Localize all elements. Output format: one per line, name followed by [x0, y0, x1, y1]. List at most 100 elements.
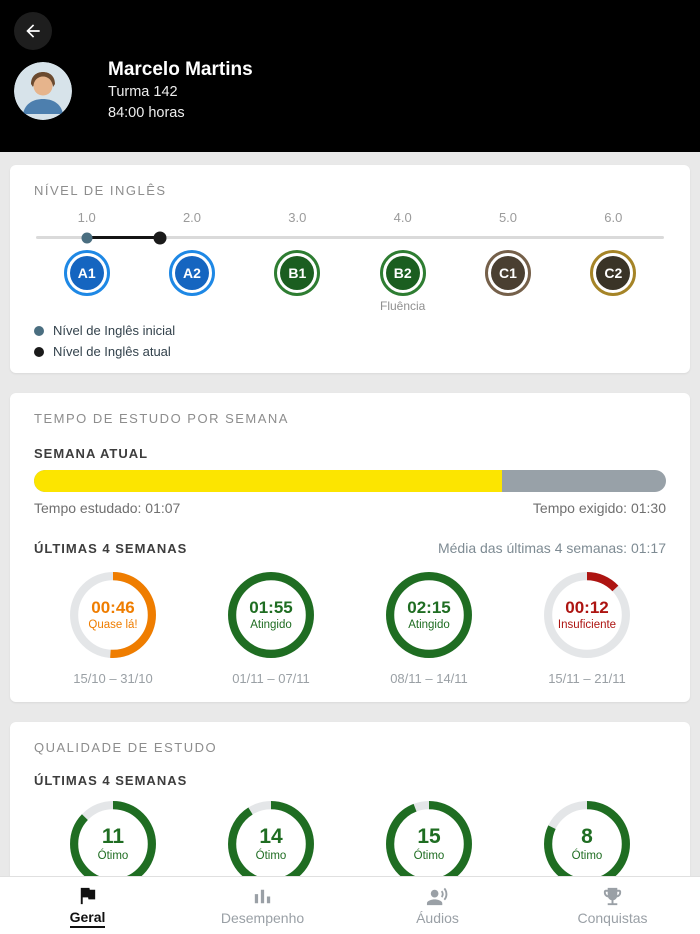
week-dates: 15/10 – 31/10 — [73, 671, 153, 686]
bar-chart-icon — [254, 889, 271, 904]
average-label: Média das últimas 4 semanas: 01:17 — [437, 540, 666, 556]
student-hours: 84:00 horas — [108, 105, 185, 121]
initial-level-dot — [81, 232, 93, 243]
level-badge-b2: B2 Fluência — [350, 250, 455, 313]
quality-status: Ótimo — [413, 850, 445, 862]
quality-value: 11 — [101, 825, 125, 848]
quality-ring: 14 Ótimo — [227, 800, 315, 888]
tab-audios[interactable]: Áudios — [350, 877, 525, 934]
legend-initial-dot — [34, 325, 44, 336]
progress-ring — [386, 572, 472, 658]
level-badge-b1: B1 — [245, 250, 350, 313]
week-time: 00:46 — [91, 598, 135, 617]
quality-status: Ótimo — [571, 850, 603, 862]
quality-value: 15 — [417, 825, 441, 848]
week-time: 00:12 — [565, 598, 609, 617]
student-name: Marcelo Martins — [108, 59, 253, 80]
tab-geral[interactable]: Geral — [0, 877, 175, 934]
voice-icon — [426, 887, 448, 906]
week-dates: 01/11 – 07/11 — [232, 671, 310, 686]
week-status: Atingido — [250, 619, 292, 631]
level-badges: A1 A2 B1 B2 — [34, 250, 666, 313]
weekly-time-rings: 00:46 Quase lá! 15/10 – 31/10 01:55 — [34, 571, 666, 686]
progress-ring — [70, 572, 156, 658]
quality-ring: 15 Ótimo — [385, 800, 473, 888]
current-level-dot — [153, 231, 167, 244]
history-header: ÚLTIMAS 4 SEMANAS Média das últimas 4 se… — [34, 540, 666, 557]
tick-label: 5.0 — [498, 210, 518, 225]
progress-ring — [544, 572, 630, 658]
quality-ring: 8 Ótimo — [543, 800, 631, 888]
week-summary-4: 00:12 Insuficiente 15/11 – 21/11 — [508, 571, 666, 686]
bottom-nav: Geral Desempenho Áudios Conquistas — [0, 876, 700, 934]
level-slider — [34, 230, 666, 244]
legend-current-dot — [34, 346, 44, 357]
quality-week-2: 14 Ótimo — [192, 800, 350, 888]
current-week-label: SEMANA ATUAL — [34, 446, 149, 461]
last-weeks-label: ÚLTIMAS 4 SEMANAS — [34, 773, 188, 788]
tick-label: 2.0 — [182, 210, 202, 225]
quality-week-3: 15 Ótimo — [350, 800, 508, 888]
quality-value: 14 — [259, 825, 283, 848]
quality-week-1: 11 Ótimo — [34, 800, 192, 888]
card-title: NÍVEL DE INGLÊS — [34, 183, 167, 198]
quality-value: 8 — [581, 825, 593, 848]
required-time-label: Tempo exigido: 01:30 — [532, 500, 666, 516]
quality-status: Ótimo — [97, 850, 129, 862]
avatar-photo — [14, 62, 72, 120]
avatar — [14, 62, 72, 120]
level-track-active — [86, 236, 161, 239]
tab-desempenho[interactable]: Desempenho — [175, 877, 350, 934]
level-badge-a1: A1 — [34, 250, 139, 313]
time-ring: 01:55 Atingido — [227, 571, 315, 659]
level-badge-a2: A2 — [139, 250, 244, 313]
weekly-quality-rings: 11 Ótimo 14 Ótimo — [34, 800, 666, 888]
back-button[interactable] — [14, 12, 52, 50]
week-summary-1: 00:46 Quase lá! 15/10 – 31/10 — [34, 571, 192, 686]
quality-status: Ótimo — [255, 850, 287, 862]
week-summary-2: 01:55 Atingido 01/11 – 07/11 — [192, 571, 350, 686]
tab-conquistas[interactable]: Conquistas — [525, 877, 700, 934]
last-weeks-label: ÚLTIMAS 4 SEMANAS — [34, 541, 188, 556]
studied-time-label: Tempo estudado: 01:07 — [34, 500, 181, 516]
back-arrow-icon — [26, 24, 40, 38]
time-ring: 02:15 Atingido — [385, 571, 473, 659]
profile-summary: Marcelo Martins Turma 142 84:00 horas — [14, 58, 686, 124]
legend-current: Nível de Inglês atual — [34, 344, 666, 359]
time-ring: 00:12 Insuficiente — [543, 571, 631, 659]
tick-label: 6.0 — [604, 210, 623, 225]
level-scale-ticks: 1.0 2.0 3.0 4.0 5.0 6.0 — [34, 210, 666, 225]
week-status: Atingido — [408, 619, 450, 631]
content: NÍVEL DE INGLÊS 1.0 2.0 3.0 4.0 5.0 6.0 … — [0, 152, 700, 902]
week-status: Quase lá! — [88, 619, 138, 631]
progress-labels: Tempo estudado: 01:07 Tempo exigido: 01:… — [34, 500, 666, 516]
level-track — [36, 236, 664, 239]
current-week-progress-fill — [34, 470, 502, 492]
legend-initial: Nível de Inglês inicial — [34, 323, 666, 338]
study-time-card: TEMPO DE ESTUDO POR SEMANA SEMANA ATUAL … — [10, 393, 690, 702]
profile-header: Marcelo Martins Turma 142 84:00 horas — [0, 0, 700, 152]
week-dates: 15/11 – 21/11 — [548, 671, 626, 686]
tick-label: 1.0 — [77, 210, 96, 225]
card-title: TEMPO DE ESTUDO POR SEMANA — [34, 411, 289, 426]
quality-week-4: 8 Ótimo — [508, 800, 666, 888]
current-week-progress — [34, 470, 666, 492]
english-level-card: NÍVEL DE INGLÊS 1.0 2.0 3.0 4.0 5.0 6.0 … — [10, 165, 690, 373]
tick-label: 4.0 — [393, 210, 412, 225]
week-summary-3: 02:15 Atingido 08/11 – 14/11 — [350, 571, 508, 686]
profile-info: Marcelo Martins Turma 142 84:00 horas — [108, 58, 253, 124]
week-status: Insuficiente — [557, 619, 617, 631]
level-badge-c2: C2 — [561, 250, 666, 313]
level-badge-c1: C1 — [455, 250, 560, 313]
week-dates: 08/11 – 14/11 — [390, 671, 468, 686]
student-class: Turma 142 — [108, 84, 178, 100]
flag-icon — [80, 887, 96, 904]
week-time: 01:55 — [249, 598, 293, 617]
progress-ring — [228, 572, 314, 658]
card-title: QUALIDADE DE ESTUDO — [34, 740, 218, 755]
fluency-label: Fluência — [379, 299, 426, 313]
time-ring: 00:46 Quase lá! — [69, 571, 157, 659]
week-time: 02:15 — [407, 598, 451, 617]
trophy-icon — [603, 887, 622, 906]
